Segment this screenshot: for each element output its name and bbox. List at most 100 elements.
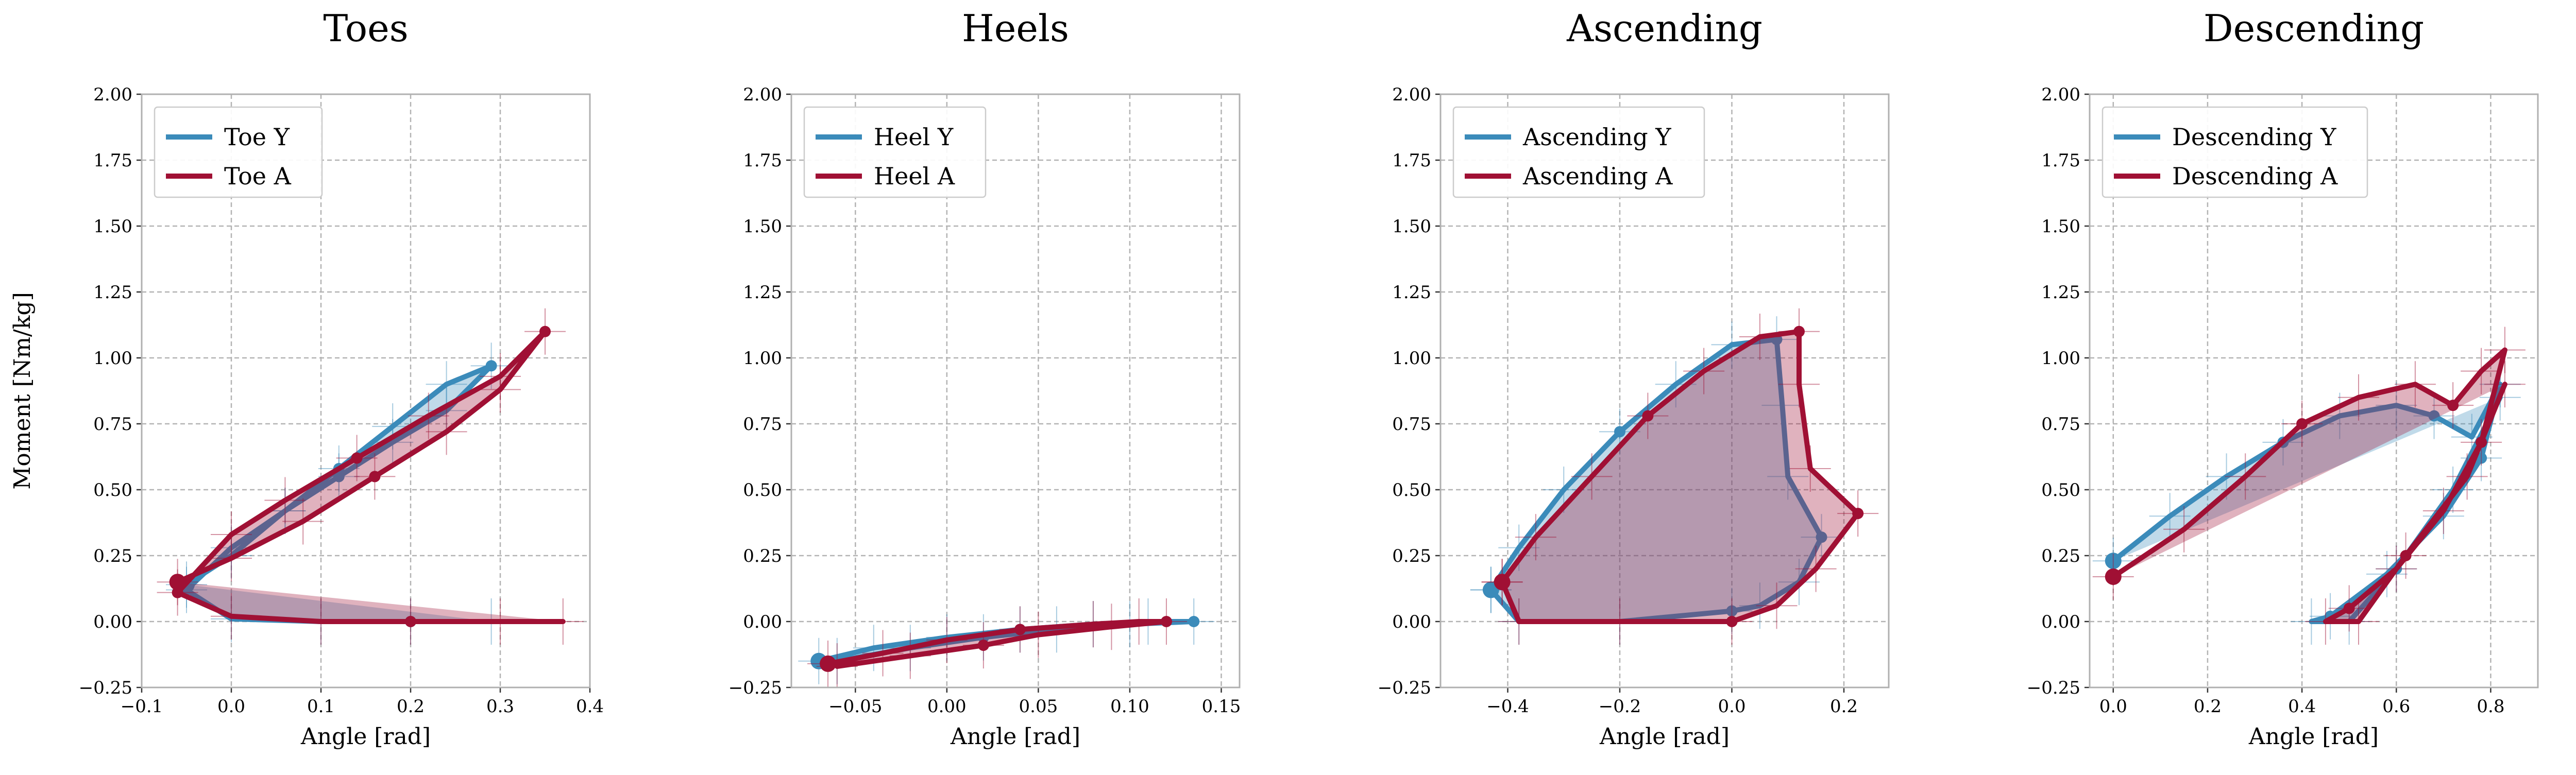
series-area [1502, 331, 1858, 622]
x-axis-label: Angle [rad] [300, 724, 431, 750]
x-tick-label: −0.2 [1599, 696, 1641, 717]
data-point [169, 574, 186, 591]
y-tick-label: 1.50 [2041, 216, 2080, 237]
data-point [2343, 602, 2355, 614]
x-tick-label: 0.10 [1110, 696, 1149, 717]
data-point [405, 616, 416, 627]
y-tick-label: 1.75 [2041, 150, 2080, 171]
y-tick-label: 0.75 [93, 414, 132, 435]
y-tick-label: 0.25 [2041, 546, 2080, 566]
y-tick-label: 1.25 [2041, 282, 2080, 303]
y-tick-label: 0.00 [1392, 612, 1431, 632]
panel-descending: Descending 2.00 1.75 1.50 1.25 1.00 0.75 0.50 0.… [2027, 7, 2539, 750]
y-tick-label: 0.50 [1392, 480, 1431, 501]
y-tick-label: 1.25 [93, 282, 132, 303]
data-point [1852, 508, 1864, 520]
x-tick-label: 0.0 [1718, 696, 1745, 717]
x-tick-label: 0.4 [2288, 696, 2316, 717]
panel-data [157, 308, 584, 645]
y-tick-label: 1.00 [2041, 348, 2080, 369]
y-tick-label: 0.00 [2041, 612, 2080, 632]
y-tick-label: 1.50 [93, 216, 132, 237]
panel-data [2092, 326, 2526, 645]
legend-box [2102, 106, 2368, 198]
x-tick-label: −0.4 [1486, 696, 1529, 717]
y-tick-label: 2.00 [1392, 84, 1431, 105]
plot-frame [790, 93, 1241, 688]
y-tick-label: 0.75 [743, 414, 782, 435]
y-tick-label: 0.50 [93, 480, 132, 501]
panel-title: Ascending [1566, 7, 1762, 50]
panel-heels: Heels 2.00 1.75 1.50 1.25 1.00 0.75 0.50 0.25 0.0… [728, 7, 1241, 750]
data-point [2105, 568, 2122, 585]
x-axis-label: Angle [rad] [2248, 724, 2379, 750]
legend-entry: Toe Y [224, 123, 290, 151]
x-tick-label: 0.1 [307, 696, 335, 717]
y-tick-label: −0.25 [2027, 678, 2080, 698]
y-tick-label: 1.75 [93, 150, 132, 171]
x-tick-label: 0.8 [2477, 696, 2504, 717]
data-point [1485, 584, 1497, 596]
y-tick-label: 0.00 [743, 612, 782, 632]
x-tick-label: 0.2 [2194, 696, 2222, 717]
data-point [2400, 550, 2412, 561]
panel-title: Toes [323, 7, 408, 50]
plot-frame [1439, 93, 1890, 688]
y-tick-label: 0.00 [93, 612, 132, 632]
y-axis-label: Moment [Nm/kg] [9, 292, 36, 490]
y-tick-label: 2.00 [743, 84, 782, 105]
data-point [2105, 553, 2122, 570]
y-tick-label: −0.25 [1378, 678, 1431, 698]
legend-entry: Toe A [224, 162, 292, 190]
data-point [1614, 426, 1625, 438]
x-tick-label: 0.6 [2382, 696, 2410, 717]
series-area [1490, 339, 1822, 622]
x-axis-label: Angle [rad] [1599, 724, 1730, 750]
y-tick-label: 0.50 [743, 480, 782, 501]
x-tick-label: 0.4 [576, 696, 604, 717]
y-tick-label: 0.25 [93, 546, 132, 566]
y-tick-label: 0.75 [2041, 414, 2080, 435]
x-tick-label: 0.3 [486, 696, 514, 717]
data-point [1726, 616, 1738, 627]
plot-frame [141, 93, 591, 688]
series-line [825, 619, 1169, 669]
data-point [539, 325, 551, 337]
data-point [1793, 325, 1805, 337]
data-point [1496, 576, 1508, 588]
data-point [369, 471, 381, 483]
legend-entry: Heel Y [874, 123, 954, 151]
legend-entry: Ascending Y [1522, 123, 1671, 151]
data-point [2476, 436, 2487, 448]
y-tick-label: 1.50 [1392, 216, 1431, 237]
legend-entry: Descending Y [2172, 123, 2336, 151]
y-tick-label: 2.00 [93, 84, 132, 105]
y-tick-label: −0.25 [728, 678, 782, 698]
panel-ascending: Ascending 2.00 1.75 1.50 1.25 1.00 0.75 0.50 0.2… [1378, 7, 1890, 750]
y-tick-label: 1.75 [743, 150, 782, 171]
y-tick-label: 1.00 [1392, 348, 1431, 369]
x-tick-label: 0.2 [397, 696, 425, 717]
data-point [1816, 531, 1827, 543]
legend-box [1452, 106, 1705, 198]
panel-data [1470, 308, 1879, 645]
data-point [977, 640, 989, 651]
x-tick-label: 0.2 [1830, 696, 1858, 717]
data-point [351, 452, 363, 464]
plot-frame [2089, 93, 2539, 688]
x-tick-label: −0.05 [828, 696, 882, 717]
panel-data [798, 598, 1215, 687]
x-axis-label: Angle [rad] [950, 724, 1080, 750]
data-point [485, 360, 497, 372]
panel-toes: Toes2.001.751.501.251.000.750.500.250.00… [79, 7, 604, 750]
data-point [1014, 624, 1026, 635]
y-tick-label: 2.00 [2041, 84, 2080, 105]
data-point [2447, 400, 2459, 411]
series-area [187, 366, 492, 622]
x-tick-label: 0.05 [1019, 696, 1058, 717]
legend-entry: Ascending A [1522, 162, 1673, 190]
panel-title: Heels [962, 7, 1069, 50]
data-point [333, 471, 345, 483]
y-tick-label: 0.50 [2041, 480, 2080, 501]
